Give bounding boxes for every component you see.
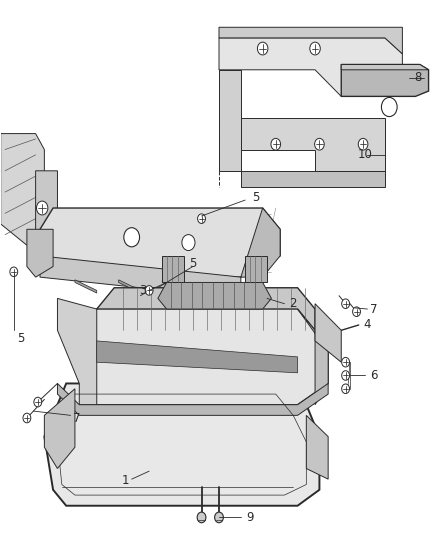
Polygon shape	[57, 298, 97, 405]
Polygon shape	[297, 309, 328, 405]
Polygon shape	[245, 256, 267, 282]
Polygon shape	[162, 280, 184, 293]
Circle shape	[124, 228, 140, 247]
Circle shape	[271, 139, 281, 150]
Circle shape	[310, 42, 320, 55]
Circle shape	[215, 512, 223, 523]
Polygon shape	[315, 304, 341, 362]
Circle shape	[197, 512, 206, 523]
Polygon shape	[306, 415, 328, 479]
Polygon shape	[1, 134, 44, 245]
Text: 7: 7	[73, 411, 81, 424]
Polygon shape	[162, 256, 184, 282]
Circle shape	[381, 98, 397, 117]
Text: 5: 5	[17, 332, 24, 345]
Circle shape	[342, 358, 350, 367]
Text: 10: 10	[358, 148, 373, 161]
Text: 3: 3	[139, 284, 146, 297]
Text: 5: 5	[189, 257, 197, 270]
Polygon shape	[75, 280, 97, 293]
Polygon shape	[40, 256, 241, 298]
Circle shape	[182, 235, 195, 251]
Circle shape	[36, 201, 48, 215]
Circle shape	[34, 397, 42, 407]
Polygon shape	[119, 280, 141, 293]
Polygon shape	[341, 64, 428, 96]
Polygon shape	[219, 70, 241, 171]
Polygon shape	[158, 282, 272, 309]
Polygon shape	[27, 229, 53, 277]
Text: 2: 2	[290, 297, 297, 310]
Text: 9: 9	[246, 512, 253, 524]
Circle shape	[358, 139, 368, 150]
Polygon shape	[44, 383, 319, 506]
Polygon shape	[57, 383, 328, 415]
Polygon shape	[79, 309, 328, 405]
Text: 8: 8	[414, 71, 421, 84]
Polygon shape	[40, 208, 280, 277]
Text: 1: 1	[121, 474, 129, 487]
Polygon shape	[241, 171, 385, 187]
Circle shape	[23, 413, 31, 423]
Polygon shape	[241, 118, 385, 171]
Circle shape	[342, 370, 350, 380]
Circle shape	[353, 307, 360, 317]
Circle shape	[342, 384, 350, 393]
Circle shape	[314, 139, 324, 150]
Text: 4: 4	[364, 319, 371, 332]
Polygon shape	[241, 208, 280, 277]
Text: 6: 6	[370, 369, 378, 382]
Circle shape	[198, 214, 205, 223]
Circle shape	[145, 286, 153, 295]
Circle shape	[342, 299, 350, 309]
Text: 5: 5	[252, 191, 260, 204]
Polygon shape	[97, 288, 315, 330]
Polygon shape	[341, 64, 428, 70]
Circle shape	[10, 267, 18, 277]
Polygon shape	[44, 389, 75, 469]
Polygon shape	[219, 38, 403, 96]
Circle shape	[258, 42, 268, 55]
Polygon shape	[35, 171, 57, 251]
Text: 7: 7	[370, 303, 378, 316]
Polygon shape	[219, 27, 403, 54]
Polygon shape	[97, 341, 297, 373]
